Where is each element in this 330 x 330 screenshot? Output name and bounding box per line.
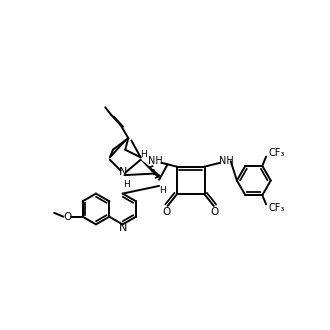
Text: O: O xyxy=(63,212,71,222)
Text: H: H xyxy=(140,150,147,159)
Text: CF₃: CF₃ xyxy=(269,203,285,213)
Text: H: H xyxy=(159,186,166,195)
Text: O: O xyxy=(211,207,219,217)
Text: N: N xyxy=(119,167,127,177)
Polygon shape xyxy=(141,160,160,178)
Text: H: H xyxy=(123,180,129,189)
Text: O: O xyxy=(163,207,171,217)
Text: NH: NH xyxy=(219,156,234,166)
Text: CF₃: CF₃ xyxy=(269,148,285,158)
Text: N: N xyxy=(118,223,127,233)
Text: NH: NH xyxy=(148,156,163,166)
